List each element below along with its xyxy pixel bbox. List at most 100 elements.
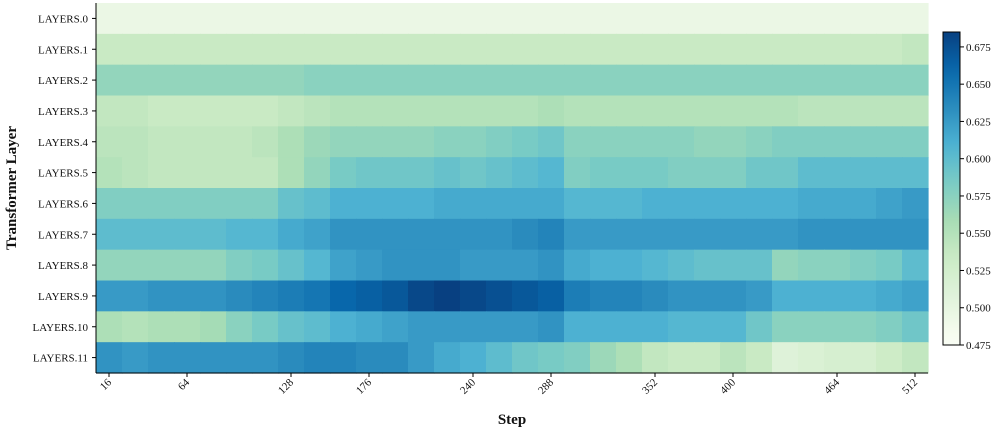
- heatmap-cell: [720, 280, 747, 312]
- heatmap-cell: [590, 33, 617, 66]
- heatmap-cell: [174, 218, 201, 251]
- heatmap-cell: [330, 218, 357, 251]
- x-tick-label: 64: [176, 376, 193, 393]
- heatmap-cell: [148, 218, 175, 251]
- heatmap-cell: [200, 218, 227, 251]
- y-tick-label: LAYERS.4: [38, 137, 89, 149]
- heatmap-cell: [460, 342, 487, 374]
- heatmap-cell: [538, 218, 565, 251]
- heatmap-cell: [538, 280, 565, 312]
- heatmap-cell: [304, 95, 331, 127]
- heatmap-cell: [148, 126, 175, 158]
- heatmap-cell: [148, 64, 175, 97]
- heatmap-cell: [226, 64, 253, 97]
- x-tick-label: 400: [718, 376, 739, 397]
- heatmap-cell: [616, 249, 643, 282]
- heatmap-cell: [720, 218, 747, 251]
- heatmap-cell: [512, 33, 539, 66]
- heatmap-cell: [850, 280, 877, 312]
- heatmap-cell: [434, 280, 461, 312]
- heatmap-cell: [200, 64, 227, 97]
- heatmap-cell: [408, 342, 435, 374]
- heatmap-cell: [850, 342, 877, 374]
- heatmap-cell: [694, 218, 721, 251]
- heatmap-cell: [902, 311, 929, 343]
- heatmap-cell: [252, 95, 279, 127]
- y-tick-label: LAYERS.3: [38, 106, 89, 118]
- heatmap-cell: [642, 342, 669, 374]
- heatmap-cell: [330, 249, 357, 282]
- heatmap-cell: [590, 3, 617, 35]
- heatmap-cell: [538, 249, 565, 282]
- heatmap-cell: [720, 311, 747, 343]
- heatmap-cell: [720, 126, 747, 158]
- heatmap-cell: [512, 95, 539, 127]
- heatmap-cell: [304, 126, 331, 158]
- heatmap-cell: [564, 188, 591, 220]
- heatmap-cell: [876, 126, 903, 158]
- heatmap-cell: [356, 342, 383, 374]
- heatmap-cell: [902, 126, 929, 158]
- heatmap-cell: [356, 126, 383, 158]
- x-tick-label: 512: [900, 377, 920, 397]
- heatmap-cell: [564, 64, 591, 97]
- heatmap-cell: [772, 64, 799, 97]
- heatmap-cell: [850, 157, 877, 189]
- colorbar-tick-label: 0.600: [966, 154, 991, 166]
- heatmap-cell: [356, 64, 383, 97]
- heatmap-cell: [902, 157, 929, 189]
- heatmap-cell: [824, 218, 851, 251]
- heatmap-cell: [772, 342, 799, 374]
- heatmap-cell: [96, 33, 123, 66]
- heatmap-cell: [200, 3, 227, 35]
- heatmap-cell: [122, 218, 149, 251]
- heatmap-cell: [616, 126, 643, 158]
- heatmap-cell: [746, 311, 773, 343]
- heatmap-cell: [642, 188, 669, 220]
- heatmap-cell: [902, 249, 929, 282]
- heatmap-cell: [512, 280, 539, 312]
- heatmap-cell: [278, 188, 305, 220]
- heatmap-cell: [304, 342, 331, 374]
- heatmap-cell: [252, 157, 279, 189]
- heatmap-cell: [460, 188, 487, 220]
- heatmap-cell: [616, 218, 643, 251]
- colorbar-tick-label: 0.550: [966, 228, 991, 240]
- heatmap-cell: [876, 157, 903, 189]
- heatmap-cell: [434, 126, 461, 158]
- y-tick-label: LAYERS.5: [38, 168, 89, 180]
- heatmap-cell: [122, 157, 149, 189]
- heatmap-cell: [616, 33, 643, 66]
- heatmap-cell: [486, 311, 513, 343]
- heatmap-cell: [148, 311, 175, 343]
- heatmap-cell: [174, 157, 201, 189]
- heatmap-cell: [876, 64, 903, 97]
- heatmap-cell: [746, 126, 773, 158]
- heatmap-cell: [96, 249, 123, 282]
- heatmap-cell: [798, 64, 825, 97]
- y-tick-label: LAYERS.10: [32, 322, 88, 334]
- heatmap-cell: [772, 95, 799, 127]
- heatmap-cell: [382, 33, 409, 66]
- heatmap-cell: [434, 64, 461, 97]
- heatmap-cell: [798, 280, 825, 312]
- heatmap-cell: [564, 3, 591, 35]
- heatmap-cell: [96, 126, 123, 158]
- x-tick-label: 464: [822, 376, 843, 397]
- heatmap-cell: [486, 280, 513, 312]
- heatmap-cell: [408, 33, 435, 66]
- colorbar-tick-label: 0.675: [966, 42, 991, 54]
- heatmap-cell: [96, 95, 123, 127]
- heatmap-cell: [590, 280, 617, 312]
- heatmap-cell: [564, 280, 591, 312]
- heatmap-cell: [200, 157, 227, 189]
- heatmap-cell: [824, 311, 851, 343]
- heatmap-cell: [642, 95, 669, 127]
- heatmap-cell: [330, 280, 357, 312]
- heatmap-cell: [356, 311, 383, 343]
- heatmap-cell: [512, 188, 539, 220]
- heatmap-cell: [616, 95, 643, 127]
- heatmap-cell: [876, 249, 903, 282]
- heatmap-cell: [668, 218, 695, 251]
- y-tick-label: LAYERS.6: [38, 198, 89, 210]
